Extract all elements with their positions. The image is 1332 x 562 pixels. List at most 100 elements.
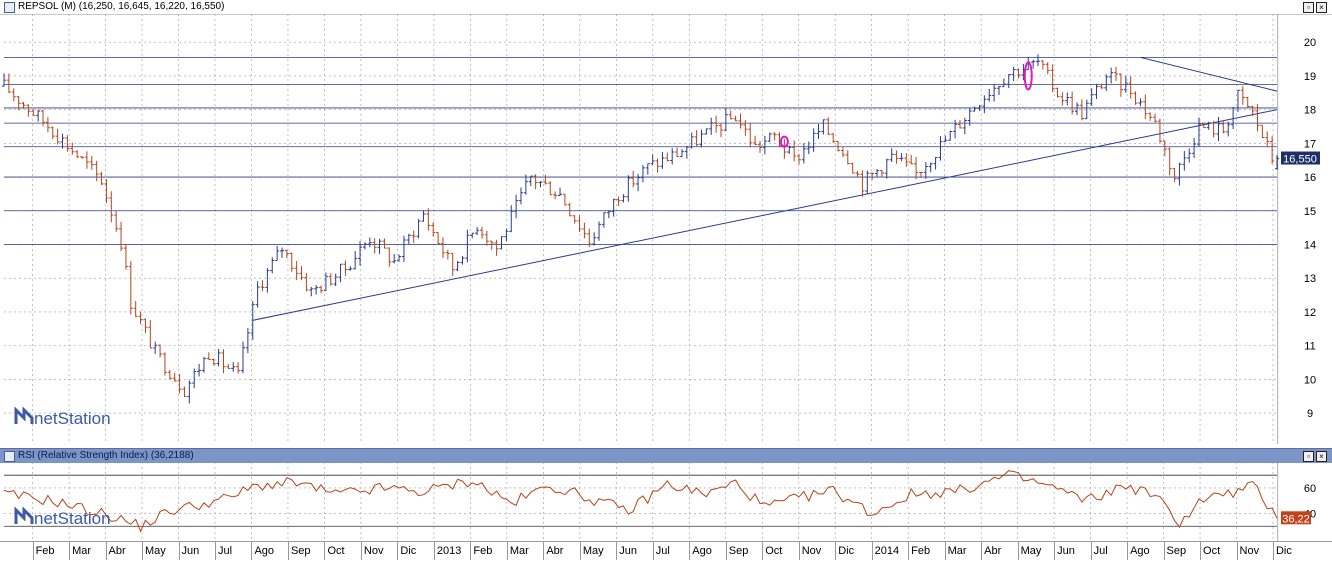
ohlc-bar [1128, 76, 1133, 99]
month-label: Dic [838, 545, 855, 557]
ohlc-bar [914, 156, 919, 180]
ohlc-bar [299, 266, 304, 281]
ohlc-bar [1123, 75, 1128, 93]
month-tick [32, 542, 34, 560]
ohlc-bar [450, 252, 455, 276]
ohlc-bar [957, 120, 962, 129]
month-label: Dic [400, 545, 417, 557]
ohlc-bar [387, 247, 392, 267]
ohlc-bar [748, 123, 753, 148]
ohlc-bar [558, 187, 563, 197]
ohlc-bar [992, 83, 997, 102]
ohlc-bar [314, 284, 319, 295]
ohlc-bar [645, 163, 650, 175]
ohlc-bar [245, 328, 250, 354]
price-chart[interactable]: 9 10 11 12 13 14 15 16 17 18 19 20 netStation 16,55… [0, 14, 1332, 444]
minimize-button[interactable]: ▫ [1303, 2, 1314, 13]
ohlc-bar [36, 109, 41, 122]
month-label: Sep [728, 545, 749, 557]
ohlc-bar [226, 364, 231, 369]
price-tick-label: 11 [1304, 341, 1315, 353]
ohlc-bar [1070, 91, 1075, 115]
ohlc-bar [70, 142, 75, 155]
ohlc-bar [55, 128, 60, 145]
ohlc-bar [694, 130, 699, 147]
ohlc-bar [514, 194, 519, 219]
month-tick [470, 542, 472, 560]
ohlc-bar [421, 210, 426, 222]
ohlc-bar [831, 132, 836, 143]
ohlc-bar [616, 196, 621, 206]
ohlc-bar [1275, 155, 1279, 170]
ohlc-bar [1265, 131, 1270, 148]
ohlc-bar [440, 237, 445, 258]
month-tick [1127, 542, 1129, 560]
ohlc-bar [119, 221, 124, 252]
ohlc-bar [1040, 60, 1045, 70]
price-tick-label: 20 [1304, 37, 1316, 49]
ohlc-bar [548, 181, 553, 196]
month-tick [214, 542, 216, 560]
rsi-watermark-text: netStation [34, 509, 111, 528]
month-tick [1017, 542, 1019, 560]
ohlc-bar [1177, 162, 1182, 186]
ohlc-bar [655, 158, 660, 173]
month-label: Jun [619, 545, 638, 557]
ohlc-bar [1016, 68, 1021, 79]
ohlc-bar [109, 191, 114, 223]
ohlc-bar [1201, 122, 1206, 129]
ohlc-bar [240, 341, 245, 374]
ohlc-bar [284, 249, 289, 259]
trendlines [252, 56, 1278, 321]
ohlc-bar [1245, 96, 1250, 109]
ohlc-bar [1211, 120, 1216, 138]
ohlc-bar [528, 175, 533, 186]
ohlc-bar [996, 85, 1001, 96]
month-tick [178, 542, 180, 560]
ohlc-bar [138, 311, 143, 325]
price-panel-titlebar: REPSOL (M) (16,250, 16,645, 16,220, 16,5… [0, 0, 1332, 15]
month-label: 2013 [436, 545, 462, 557]
month-label: Sep [290, 545, 311, 557]
ohlc-bar [75, 150, 80, 159]
ohlc-bar [353, 251, 358, 270]
month-label: Feb [35, 545, 55, 557]
month-tick [105, 542, 107, 560]
ohlc-bar [1075, 102, 1080, 116]
ohlc-bar [1162, 140, 1167, 157]
ohlc-bar [1221, 120, 1226, 134]
month-tick [360, 542, 362, 560]
panel-menu-icon[interactable] [4, 2, 15, 13]
ohlc-bar [1226, 121, 1231, 137]
month-label: Ago [254, 545, 275, 557]
ohlc-bar [377, 238, 382, 254]
rsi-close-button[interactable]: × [1316, 451, 1327, 462]
rsi-panel-menu-icon[interactable] [4, 451, 15, 462]
ohlc-bar [1270, 136, 1275, 165]
month-label: Sep [1166, 545, 1187, 557]
ohlc-bar [675, 147, 680, 158]
ohlc-bar [392, 253, 397, 264]
ohlc-bar [611, 198, 616, 217]
netstation-logo-icon [14, 406, 34, 424]
price-tick-label: 12 [1304, 307, 1316, 319]
ohlc-bar [787, 145, 792, 154]
ohlc-bar [1109, 67, 1114, 84]
rsi-minimize-button[interactable]: ▫ [1303, 451, 1314, 462]
ohlc-bar [1001, 78, 1006, 88]
ohlc-bar [665, 152, 670, 162]
ohlc-bar [572, 215, 577, 224]
ohlc-bar [982, 95, 987, 114]
ohlc-bar [358, 241, 363, 266]
rsi-tick-label: 60 [1304, 483, 1316, 495]
ohlc-bar [879, 170, 884, 178]
close-button[interactable]: × [1316, 2, 1327, 13]
month-tick [1236, 542, 1238, 560]
ohlc-bar [850, 162, 855, 174]
ohlc-bar [523, 174, 528, 195]
rsi-chart[interactable]: 4060 netStation 36,22 [0, 462, 1332, 542]
ohlc-bar [128, 261, 133, 315]
ohlc-bar [143, 318, 148, 334]
month-label: 2014 [874, 545, 900, 557]
highlight-marker [779, 135, 789, 148]
